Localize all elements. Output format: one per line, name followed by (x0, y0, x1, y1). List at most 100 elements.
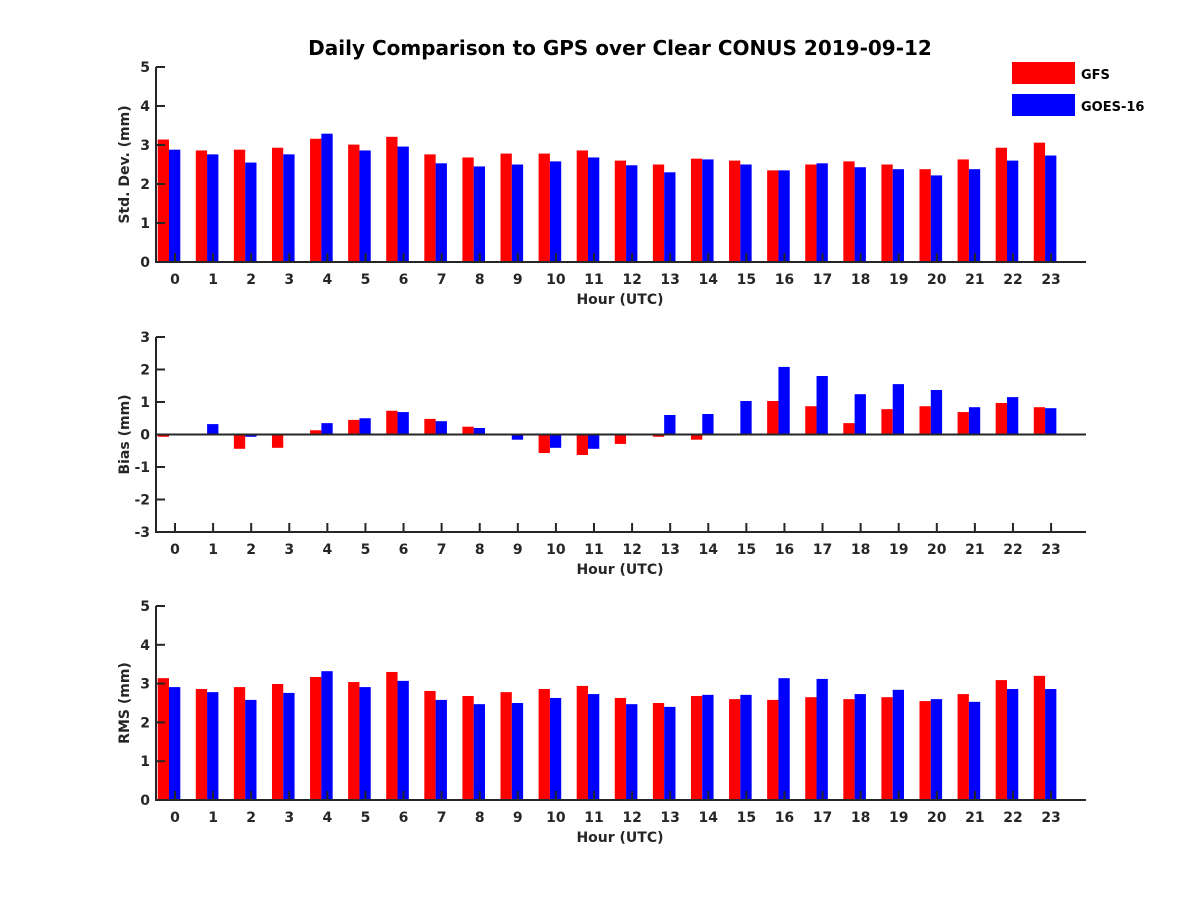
bar-bias-goes16-h20 (930, 389, 943, 435)
x-tick-label: 2 (246, 542, 256, 558)
x-tick-label: 18 (851, 542, 870, 558)
y-tick-label: 2 (140, 363, 150, 379)
bar-std-goes16-h2 (245, 162, 257, 262)
bar-bias-goes16-h2 (245, 434, 257, 437)
x-tick-label: 4 (322, 272, 332, 288)
x-tick-label: 22 (1003, 542, 1022, 558)
bar-std-goes16-h14 (702, 159, 714, 262)
bar-rms-goes16-h4 (321, 671, 333, 800)
bar-rms-gfs-h7 (424, 690, 436, 800)
x-tick-label: 8 (475, 272, 485, 288)
bar-rms-gfs-h21 (957, 694, 969, 800)
x-tick-label: 14 (699, 542, 719, 558)
bar-rms-gfs-h10 (538, 689, 550, 800)
x-tick-label: 19 (889, 272, 908, 288)
bar-std-goes16-h4 (321, 133, 333, 262)
x-tick-label: 20 (927, 542, 947, 558)
x-tick-label: 11 (584, 272, 603, 288)
x-tick-label: 5 (361, 810, 371, 826)
x-tick-label: 23 (1041, 810, 1060, 826)
bar-rms-goes16-h21 (968, 701, 981, 800)
bar-std-goes16-h11 (587, 157, 600, 262)
bar-std-gfs-h5 (348, 144, 360, 262)
bar-rms-gfs-h22 (995, 680, 1007, 800)
bar-bias-goes16-h17 (816, 376, 828, 435)
bar-bias-gfs-h13 (652, 434, 665, 437)
x-tick-label: 22 (1003, 810, 1022, 826)
bar-std-goes16-h13 (664, 172, 676, 262)
bar-std-goes16-h16 (778, 170, 790, 262)
bar-rms-gfs-h18 (843, 699, 855, 800)
bar-std-goes16-h8 (473, 166, 486, 262)
x-tick-label: 3 (284, 542, 294, 558)
x-axis-label: Hour (UTC) (576, 562, 663, 578)
bar-rms-goes16-h9 (511, 703, 524, 800)
bar-bias-goes16-h16 (778, 366, 790, 435)
bar-std-gfs-h11 (576, 150, 588, 262)
x-tick-label: 17 (813, 542, 832, 558)
bar-bias-gfs-h7 (424, 418, 436, 435)
x-tick-label: 18 (851, 272, 870, 288)
x-tick-label: 12 (622, 542, 641, 558)
bar-std-goes16-h1 (207, 154, 219, 262)
bar-rms-gfs-h0 (157, 678, 169, 800)
bar-rms-gfs-h8 (462, 696, 474, 800)
x-tick-label: 22 (1003, 272, 1022, 288)
bar-std-goes16-h12 (626, 165, 638, 262)
bar-std-gfs-h20 (919, 169, 931, 262)
x-tick-label: 1 (208, 272, 218, 288)
bar-rms-goes16-h23 (1045, 689, 1057, 800)
bar-std-gfs-h3 (271, 147, 284, 262)
x-tick-label: 13 (660, 272, 679, 288)
chart-title: Daily Comparison to GPS over Clear CONUS… (308, 36, 932, 60)
legend-swatch-goes16 (1012, 94, 1075, 116)
y-tick-label: 0 (140, 255, 150, 271)
x-tick-label: 19 (889, 810, 908, 826)
x-tick-label: 5 (361, 542, 371, 558)
x-tick-label: 15 (737, 542, 756, 558)
bar-bias-goes16-h1 (207, 424, 219, 435)
bar-std-gfs-h4 (310, 138, 322, 262)
bar-bias-goes16-h19 (892, 384, 905, 435)
x-tick-label: 10 (546, 542, 566, 558)
bar-rms-goes16-h13 (664, 706, 676, 800)
x-tick-label: 14 (699, 810, 719, 826)
x-tick-label: 9 (513, 810, 523, 826)
bar-rms-gfs-h6 (386, 671, 398, 800)
x-tick-label: 6 (399, 272, 409, 288)
bar-std-goes16-h17 (816, 163, 828, 262)
bar-bias-goes16-h15 (740, 401, 752, 435)
x-tick-label: 14 (699, 272, 719, 288)
bar-std-gfs-h13 (652, 164, 665, 262)
x-tick-label: 6 (399, 542, 409, 558)
y-tick-label: 0 (140, 428, 150, 444)
x-tick-label: 21 (965, 542, 984, 558)
x-tick-label: 0 (170, 810, 180, 826)
bar-bias-goes16-h18 (854, 394, 866, 435)
bar-rms-goes16-h14 (702, 694, 714, 800)
bar-std-goes16-h23 (1045, 155, 1057, 262)
bar-rms-gfs-h3 (271, 683, 284, 800)
legend: GFS GOES-16 (1012, 62, 1144, 116)
x-tick-label: 13 (660, 542, 679, 558)
x-tick-label: 16 (775, 272, 794, 288)
bar-bias-gfs-h0 (157, 434, 169, 437)
bar-rms-goes16-h10 (549, 697, 562, 800)
bar-rms-goes16-h20 (930, 699, 943, 800)
y-tick-label: 1 (140, 395, 150, 411)
bar-std-gfs-h14 (690, 158, 703, 262)
bar-std-gfs-h9 (500, 153, 512, 262)
bar-bias-gfs-h20 (919, 406, 931, 435)
bar-bias-goes16-h7 (435, 421, 447, 435)
bar-rms-gfs-h23 (1033, 675, 1046, 800)
bar-rms-goes16-h5 (359, 687, 371, 800)
y-tick-label: 2 (140, 177, 150, 193)
bar-std-gfs-h15 (729, 160, 741, 262)
bar-bias-gfs-h8 (462, 426, 474, 435)
bar-bias-goes16-h6 (397, 412, 409, 435)
y-tick-label: 3 (140, 138, 150, 154)
bar-std-goes16-h22 (1006, 160, 1019, 262)
bar-std-gfs-h19 (881, 164, 893, 262)
